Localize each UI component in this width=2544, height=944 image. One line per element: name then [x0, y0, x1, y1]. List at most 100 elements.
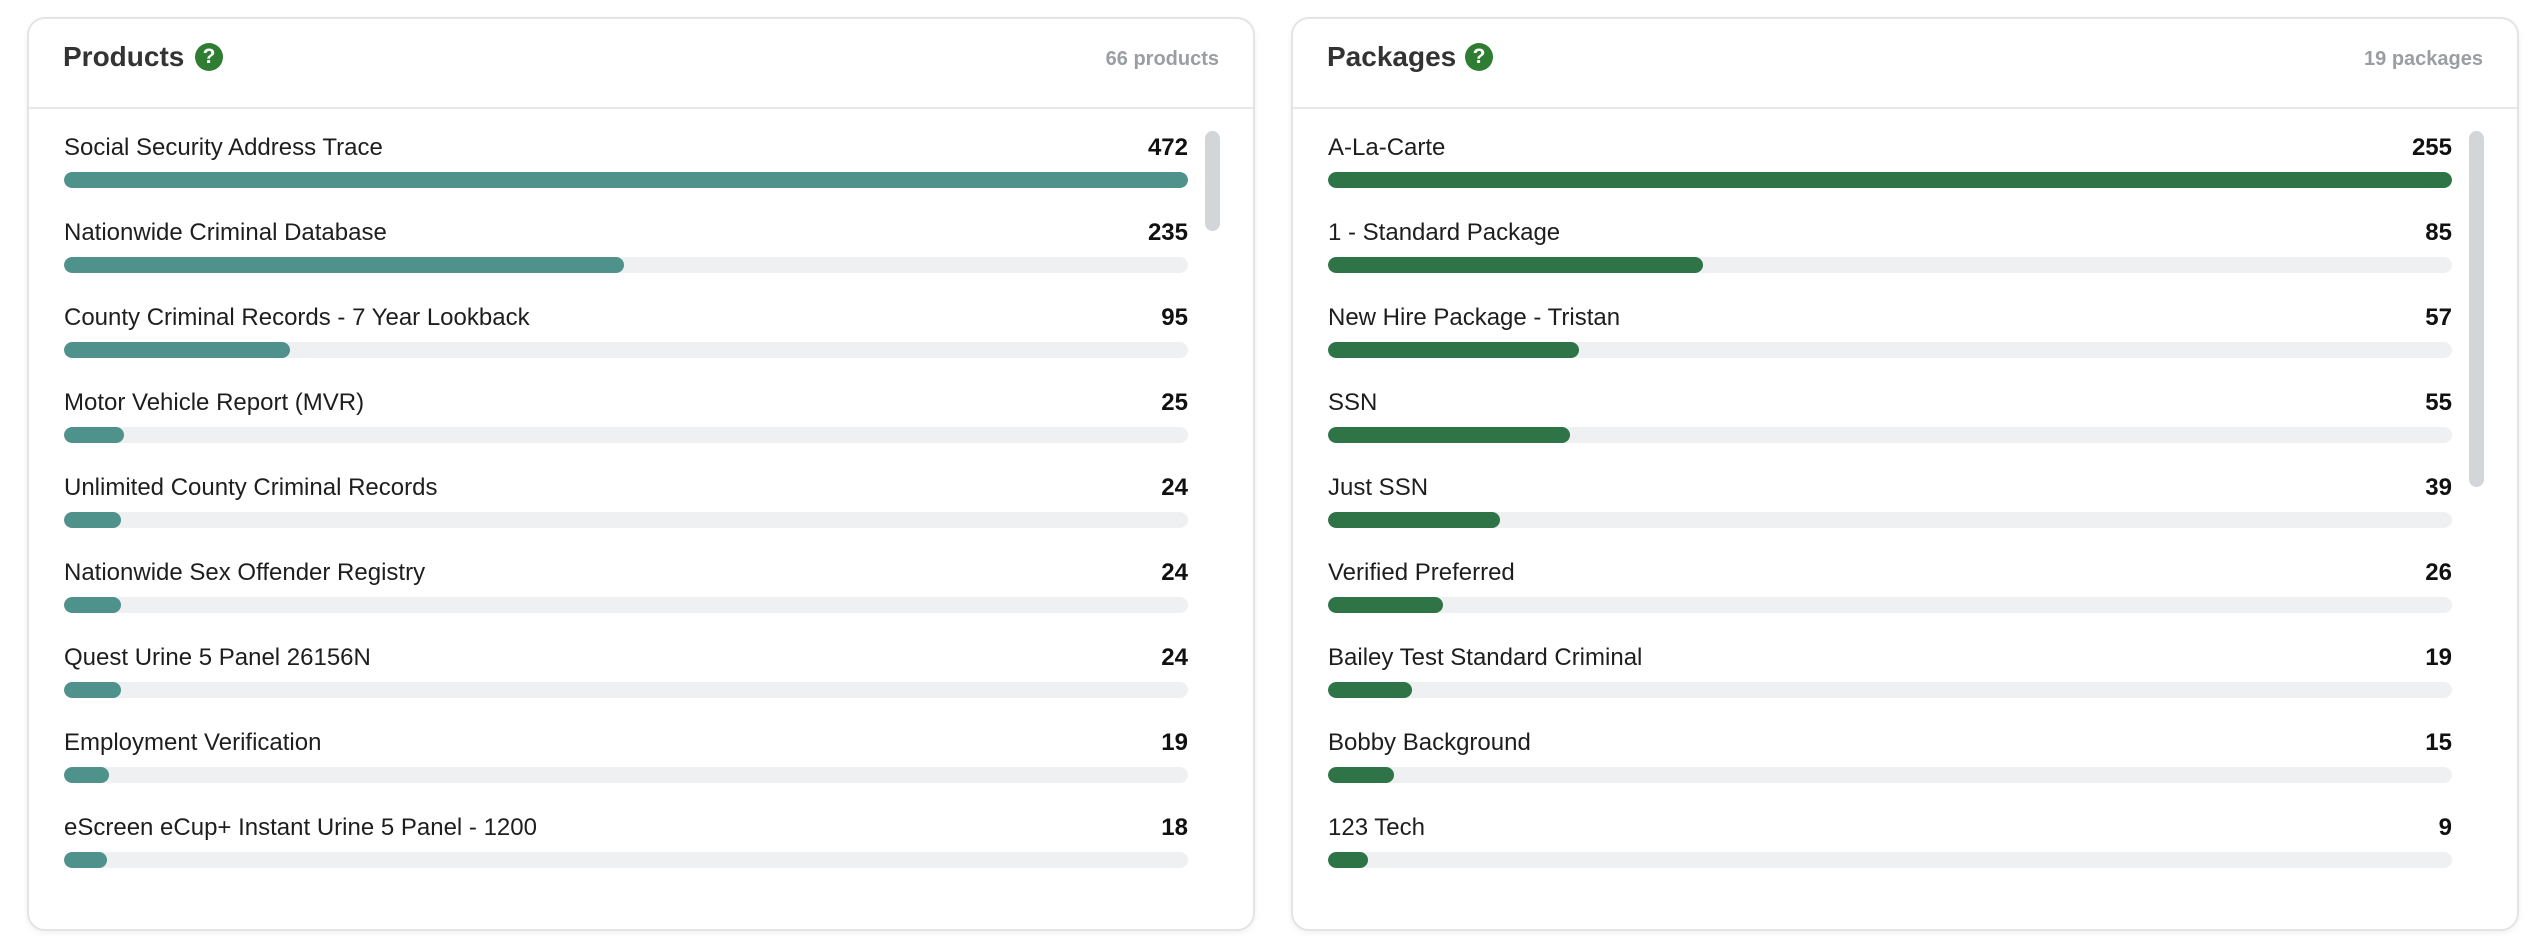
products-bar-track [64, 512, 1188, 528]
packages-bar-fill [1328, 427, 1571, 443]
products-row-value: 472 [1147, 134, 1188, 161]
packages-bar-track [1328, 427, 2452, 443]
packages-row-label: New Hire Package - Tristan [1328, 304, 1621, 331]
products-bar-list: Social Security Address Trace 472 Nationwi… [64, 131, 1188, 896]
packages-row-label: A-La-Carte [1328, 134, 1446, 161]
packages-row-value: 15 [2425, 729, 2452, 756]
products-bar-track [64, 597, 1188, 613]
products-row-label: eScreen eCup+ Instant Urine 5 Panel - 12… [64, 814, 537, 841]
packages-row-value: 39 [2425, 474, 2452, 501]
packages-bar-fill [1328, 342, 1580, 358]
packages-bar-track [1328, 852, 2452, 868]
products-help-icon[interactable]: ? [195, 43, 223, 71]
products-bar-track [64, 342, 1188, 358]
packages-bar-track [1328, 597, 2452, 613]
products-row-value: 24 [1161, 644, 1188, 671]
packages-bar-track [1328, 767, 2452, 783]
products-bar-fill [64, 682, 122, 698]
packages-bar-fill [1328, 597, 1443, 613]
products-row-value: 95 [1161, 304, 1188, 331]
products-row: Quest Urine 5 Panel 26156N 24 [64, 641, 1188, 726]
products-row-label: Quest Urine 5 Panel 26156N [64, 644, 371, 671]
products-bar-fill [64, 852, 107, 868]
products-row-value: 25 [1161, 389, 1188, 416]
packages-row-label: SSN [1328, 389, 1378, 416]
packages-row-label: Bobby Background [1328, 729, 1531, 756]
packages-bar-track [1328, 512, 2452, 528]
packages-row-value: 26 [2425, 559, 2452, 586]
packages-row: New Hire Package - Tristan 57 [1328, 301, 2452, 386]
packages-row-value: 85 [2425, 219, 2452, 246]
packages-row: 1 - Standard Package 85 [1328, 216, 2452, 301]
packages-row: A-La-Carte 255 [1328, 131, 2452, 216]
packages-row: Bobby Background 15 [1328, 726, 2452, 811]
products-bar-fill [64, 342, 291, 358]
packages-count: 19 packages [2364, 48, 2483, 70]
products-row-label: Social Security Address Trace [64, 134, 383, 161]
products-bar-track [64, 852, 1188, 868]
products-bar-fill [64, 257, 624, 273]
products-bar-track [64, 767, 1188, 783]
products-row-value: 24 [1161, 559, 1188, 586]
products-row: Nationwide Sex Offender Registry 24 [64, 556, 1188, 641]
products-bar-track [64, 427, 1188, 443]
packages-bar-fill [1328, 682, 1412, 698]
packages-row-label: Verified Preferred [1328, 559, 1515, 586]
products-row: Social Security Address Trace 472 [64, 131, 1188, 216]
products-bar-track [64, 257, 1188, 273]
products-bar-fill [64, 427, 124, 443]
packages-row-value: 255 [2411, 134, 2452, 161]
products-row-label: Nationwide Criminal Database [64, 219, 387, 246]
packages-bar-fill [1328, 257, 1703, 273]
products-bar-fill [64, 767, 110, 783]
packages-row: 123 Tech 9 [1328, 811, 2452, 896]
packages-scrollbar[interactable] [2469, 131, 2484, 487]
packages-row-label: 1 - Standard Package [1328, 219, 1561, 246]
packages-bar-fill [1328, 172, 2452, 188]
packages-row-value: 55 [2425, 389, 2452, 416]
packages-bar-fill [1328, 512, 1500, 528]
packages-row-value: 9 [2438, 814, 2452, 841]
packages-row-label: 123 Tech [1328, 814, 1425, 841]
products-row-label: Unlimited County Criminal Records [64, 474, 438, 501]
products-count: 66 products [1105, 48, 1219, 70]
packages-panel: Packages ? 19 packages A-La-Carte 255 1 - … [1291, 17, 2519, 931]
packages-bar-track [1328, 257, 2452, 273]
products-row: County Criminal Records - 7 Year Lookbac… [64, 301, 1188, 386]
products-row-value: 235 [1147, 219, 1188, 246]
packages-bar-track [1328, 342, 2452, 358]
packages-row-value: 19 [2425, 644, 2452, 671]
packages-row-label: Bailey Test Standard Criminal [1328, 644, 1643, 671]
packages-title: Packages [1327, 41, 1457, 72]
products-row: Unlimited County Criminal Records 24 [64, 471, 1188, 556]
products-panel-header: Products ? 66 products [29, 19, 1253, 109]
products-title: Products [63, 41, 185, 72]
products-scrollbar[interactable] [1205, 131, 1220, 231]
products-bar-track [64, 172, 1188, 188]
packages-row-label: Just SSN [1328, 474, 1429, 501]
products-row-value: 24 [1161, 474, 1188, 501]
products-bar-fill [64, 512, 122, 528]
products-row: eScreen eCup+ Instant Urine 5 Panel - 12… [64, 811, 1188, 896]
products-row: Nationwide Criminal Database 235 [64, 216, 1188, 301]
packages-bar-fill [1328, 852, 1368, 868]
packages-row: Bailey Test Standard Criminal 19 [1328, 641, 2452, 726]
packages-row: Just SSN 39 [1328, 471, 2452, 556]
products-row-value: 18 [1161, 814, 1188, 841]
products-bar-fill [64, 597, 122, 613]
products-row: Motor Vehicle Report (MVR) 25 [64, 386, 1188, 471]
packages-bar-track [1328, 172, 2452, 188]
products-bar-track [64, 682, 1188, 698]
products-row-label: Motor Vehicle Report (MVR) [64, 389, 365, 416]
packages-bar-list: A-La-Carte 255 1 - Standard Package 85 New H… [1328, 131, 2452, 896]
products-row-label: Employment Verification [64, 729, 322, 756]
packages-help-icon[interactable]: ? [1465, 43, 1493, 71]
products-row-label: County Criminal Records - 7 Year Lookbac… [64, 304, 530, 331]
products-bar-fill [64, 172, 1188, 188]
packages-row: Verified Preferred 26 [1328, 556, 2452, 641]
packages-bar-fill [1328, 767, 1395, 783]
products-row-value: 19 [1161, 729, 1188, 756]
packages-panel-header: Packages ? 19 packages [1293, 19, 2517, 109]
products-row-label: Nationwide Sex Offender Registry [64, 559, 426, 586]
products-panel: Products ? 66 products Social Security A… [27, 17, 1255, 931]
